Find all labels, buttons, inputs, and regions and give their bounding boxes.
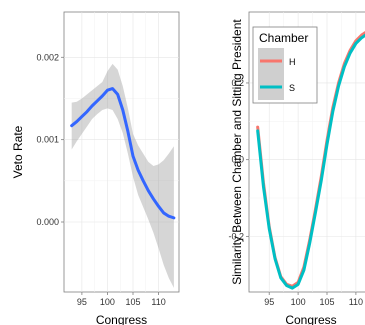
similarity-axis-ticks: 95 100 105 110 -0.2 0.0 0.2 [228,78,363,307]
veto-rate-x-tick-label: 110 [151,297,165,307]
veto-rate-x-tick-label: 100 [100,297,115,307]
legend-title: Chamber [259,31,308,45]
similarity-panel: 95 100 105 110 -0.2 0.0 0.2 Congress Similarit… [228,11,365,325]
similarity-y-axis-title: Similarity Between Chamber and Sitting P… [230,19,244,285]
legend-label-s: S [289,83,295,93]
similarity-y-tick-label: 0.0 [231,155,244,165]
legend-label-h: H [289,57,296,67]
similarity-x-tick-label: 110 [349,297,363,307]
similarity-y-tick-label: -0.2 [228,231,244,241]
similarity-x-tick-label: 100 [291,297,306,307]
similarity-x-tick-label: 95 [264,297,274,307]
veto-rate-y-axis-title: Veto Rate [11,125,25,178]
veto-rate-smooth-line [70,87,176,220]
chamber-legend: Chamber H S [252,26,318,104]
veto-rate-gridlines [64,12,179,292]
similarity-x-axis-title: Congress [285,313,336,325]
similarity-y-tick-label: 0.2 [231,78,244,88]
veto-rate-y-tick-label: 0.000 [36,217,59,227]
veto-rate-y-tick-label: 0.002 [36,52,59,62]
veto-rate-plot-background [63,11,180,293]
veto-rate-x-tick-label: 95 [77,297,87,307]
veto-rate-panel: 95 100 105 110 0.000 0.001 0.002 Congress Veto… [11,11,180,325]
veto-rate-y-tick-label: 0.001 [36,135,59,145]
similarity-series-s-line [256,33,365,290]
veto-rate-x-tick-label: 105 [125,297,140,307]
veto-rate-axis-ticks: 95 100 105 110 0.000 0.001 0.002 [36,52,165,307]
similarity-x-tick-label: 105 [319,297,334,307]
veto-rate-x-axis-title: Congress [96,313,147,325]
